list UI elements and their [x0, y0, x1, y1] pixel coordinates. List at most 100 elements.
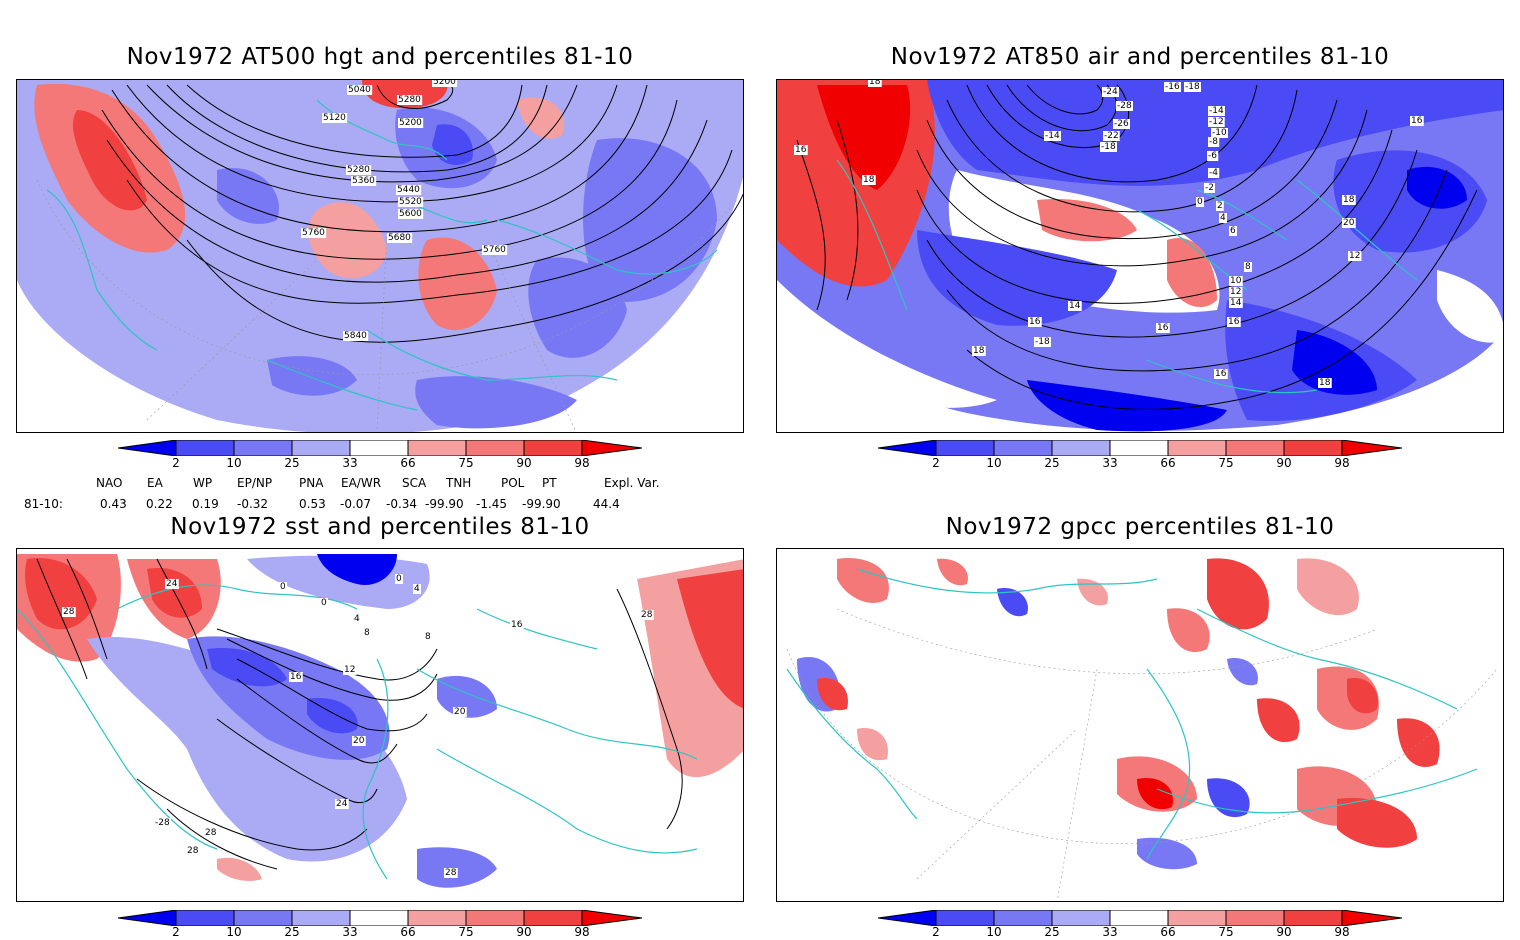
contour-label-bg: [1100, 142, 1117, 152]
index-value: -1.45: [476, 497, 508, 511]
contour-label: 20: [353, 736, 365, 746]
contour-label-bg: [387, 233, 413, 243]
colorbar-label: 33: [1102, 925, 1118, 939]
contour-label-bg: [343, 665, 357, 675]
contour-label-bg: [1208, 137, 1220, 147]
contour-label: 5760: [302, 228, 325, 238]
contour-label-bg: [1342, 218, 1356, 228]
colorbar-label: 10: [226, 456, 242, 470]
panel-title-sst: Nov1972 sst and percentiles 81-10: [170, 514, 590, 540]
colorbar-label: 33: [342, 456, 358, 470]
index-value: 0.53: [299, 497, 326, 511]
contour-label: 20: [454, 707, 466, 717]
contour-label: 5280: [347, 165, 370, 175]
contour-label: 18: [1319, 378, 1331, 388]
index-value: 0.22: [146, 497, 173, 511]
map-gpcc: [786, 558, 1498, 901]
contour-label: -12: [1209, 117, 1224, 127]
map-panel-sst: 28 24 0 0 4 8 12 16 0 4 8 16 20 20 24 28…: [16, 548, 744, 902]
contour-label-bg: [1164, 82, 1181, 92]
colorbar-label: 98: [574, 925, 590, 939]
contour-label-bg: [1204, 183, 1215, 193]
contour-label-bg: [1207, 151, 1219, 161]
contour-label: 5360: [352, 176, 375, 186]
contour-label-bg: [347, 85, 373, 95]
colorbar-label: 33: [342, 925, 358, 939]
contour-label-bg: [1227, 317, 1241, 327]
index-value: -99.90: [522, 497, 561, 511]
index-value: 44.4: [593, 497, 620, 511]
contour-label: -2: [1205, 183, 1214, 193]
percentile-shading: [17, 80, 743, 432]
contour-label: 8: [364, 628, 370, 638]
contour-label-bg: [1113, 119, 1130, 129]
contour-label-bg: [482, 245, 508, 255]
contour-label: 16: [1215, 369, 1227, 379]
contour-label: 5760: [483, 245, 506, 255]
contour-label: -6: [1208, 151, 1217, 161]
contour-label: 28: [205, 828, 217, 838]
contour-label: 5280: [398, 95, 421, 105]
contour-label-bg: [972, 346, 986, 356]
contour-label: 5680: [388, 233, 411, 243]
colorbar-hgt: 2 10 25 33 66 75 90 98: [117, 439, 643, 474]
contour-label: 28: [445, 868, 457, 878]
colorbar-label: 66: [400, 925, 416, 939]
contour-label: -4: [1209, 168, 1218, 178]
contour-label: -18: [1035, 337, 1050, 347]
index-header: POL: [501, 476, 525, 490]
contour-label: -26: [1114, 119, 1129, 129]
contour-label-bg: [352, 736, 366, 746]
colorbar-label: 90: [516, 925, 532, 939]
contour-label: 8: [425, 632, 431, 642]
map-panel-gpcc: [776, 548, 1504, 902]
contour-label: -8: [1209, 137, 1218, 147]
contour-label: 4: [354, 614, 360, 624]
contour-label-bg: [154, 818, 171, 828]
colorbar-label: 2: [172, 456, 180, 470]
contour-label-bg: [165, 579, 179, 589]
colorbar-sst: 2 10 25 33 66 75 90 98: [117, 909, 643, 940]
map-air: 18 16 18 -16 -18 -24 -28 -26 -14 -18 -22…: [777, 80, 1503, 432]
contour-label: 14: [1230, 298, 1242, 308]
contour-label-bg: [62, 607, 76, 617]
hgt-contour-labels: 5040 5200 5280 5120 5200 5280 5360 5440 …: [301, 80, 508, 341]
contour-label-bg: [1208, 117, 1225, 127]
contour-label: 2: [1217, 201, 1223, 211]
colorbar-label: 2: [932, 925, 940, 939]
contour-label: 10: [1230, 276, 1242, 286]
contour-label-bg: [413, 584, 421, 594]
contour-label: 4: [1220, 213, 1226, 223]
contour-label-bg: [1244, 262, 1252, 272]
coastlines: [786, 568, 1478, 860]
colorbar-label: 75: [1218, 456, 1234, 470]
contour-label-bg: [1342, 195, 1356, 205]
contour-label: 20: [1343, 218, 1355, 228]
contour-label-bg: [186, 846, 200, 856]
contour-label-bg: [351, 176, 377, 186]
contour-label-bg: [1156, 323, 1170, 333]
contour-label: 16: [1411, 116, 1423, 126]
contour-label-bg: [353, 614, 361, 624]
contour-label: 0: [280, 582, 286, 592]
contour-label: 5040: [348, 85, 371, 95]
sst-contour-labels: 28 24 0 0 4 8 12 16 0 4 8 16 20 20 24 28…: [62, 574, 654, 878]
contour-label-bg: [1103, 131, 1120, 141]
index-header: EA: [147, 476, 163, 490]
contour-label-bg: [1044, 131, 1061, 141]
contour-label-bg: [1229, 226, 1237, 236]
contour-label: 5520: [399, 197, 422, 207]
air-contour-labels: 18 16 18 -16 -18 -24 -28 -26 -14 -18 -22…: [794, 80, 1424, 388]
contour-label: 16: [511, 620, 523, 630]
contour-label: 28: [641, 610, 653, 620]
colorbar-air: 2 10 25 33 66 75 90 98: [877, 439, 1403, 474]
contour-label-bg: [1068, 301, 1082, 311]
contour-label: 14: [1069, 301, 1081, 311]
contour-label: 18: [973, 346, 985, 356]
colorbar-label: 10: [226, 925, 242, 939]
contour-label: 0: [321, 598, 327, 608]
contour-label-bg: [1028, 317, 1042, 327]
index-value: -0.32: [237, 497, 269, 511]
contour-label-bg: [204, 828, 218, 838]
contour-label: 28: [187, 846, 199, 856]
